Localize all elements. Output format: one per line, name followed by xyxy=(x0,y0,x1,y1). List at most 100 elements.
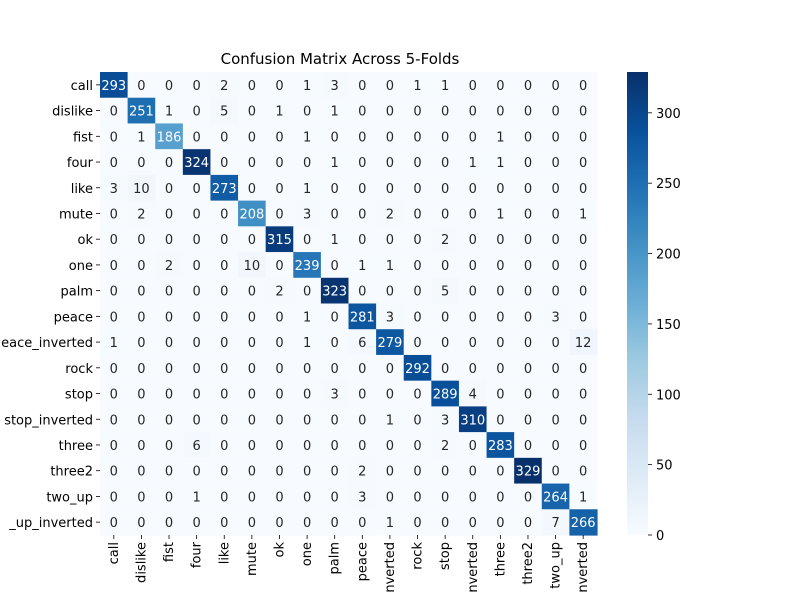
heatmap-cell xyxy=(541,123,570,150)
x-tick-label: call xyxy=(107,542,122,564)
heatmap-cell xyxy=(569,200,598,227)
heatmap-cell xyxy=(348,329,377,356)
heatmap-cell xyxy=(238,303,267,330)
x-tick-label: peace xyxy=(355,542,370,581)
heatmap-cell xyxy=(265,354,294,382)
heatmap-cell xyxy=(100,200,129,227)
heatmap-cell xyxy=(210,123,239,150)
y-tick-label: two_up xyxy=(46,490,93,505)
cell-value-label: 0 xyxy=(358,413,366,428)
cell-value-label: 12 xyxy=(575,336,592,351)
heatmap-cell xyxy=(265,432,294,459)
heatmap-cell xyxy=(238,329,267,356)
heatmap-cell xyxy=(403,252,432,279)
heatmap-cell xyxy=(320,432,350,459)
heatmap-cell xyxy=(320,123,350,150)
cell-value-label: 0 xyxy=(551,233,559,248)
x-tick-label: palm xyxy=(328,542,343,575)
x-tick-label: mute xyxy=(245,542,260,576)
cell-value-label: 2 xyxy=(358,465,366,480)
cell-value-label: 0 xyxy=(358,207,366,222)
heatmap-cell xyxy=(182,483,212,510)
cell-value-label: 0 xyxy=(137,233,145,248)
heatmap-cell xyxy=(486,149,515,176)
cell-value-label: 0 xyxy=(386,156,394,171)
heatmap-cell xyxy=(348,432,377,459)
cell-value-label: 0 xyxy=(220,516,228,531)
cell-value-label: 0 xyxy=(469,285,477,300)
heatmap-cell xyxy=(403,303,432,330)
cell-value-label: 0 xyxy=(110,490,118,505)
heatmap-cell xyxy=(293,303,322,330)
cell-value-label: 239 xyxy=(295,259,320,274)
cell-value-label: 0 xyxy=(496,105,504,120)
heatmap-cell xyxy=(541,457,570,485)
cell-value-label: 0 xyxy=(413,413,421,428)
cell-value-label: 0 xyxy=(192,130,200,145)
cell-value-label: 0 xyxy=(192,310,200,325)
heatmap-cell xyxy=(210,380,239,407)
heatmap-cell xyxy=(541,406,570,433)
cell-value-label: 251 xyxy=(129,105,154,120)
cell-value-label: 0 xyxy=(358,362,366,377)
heatmap-cell xyxy=(458,380,488,407)
heatmap-cell xyxy=(155,329,184,356)
cell-value-label: 0 xyxy=(137,310,145,325)
heatmap-cell xyxy=(569,97,598,125)
y-tick-label: eace_inverted xyxy=(1,336,93,351)
heatmap-cell xyxy=(320,72,350,99)
heatmap-cell xyxy=(431,329,460,356)
heatmap-cell xyxy=(293,457,322,485)
cell-value-label: 0 xyxy=(579,182,587,197)
cell-value-label: 0 xyxy=(496,182,504,197)
heatmap-cell xyxy=(155,277,184,305)
heatmap-cell xyxy=(486,432,515,459)
heatmap-cell xyxy=(210,72,239,99)
cell-value-label: 0 xyxy=(220,207,228,222)
cell-value-label: 0 xyxy=(413,439,421,454)
heatmap-cell xyxy=(127,457,156,485)
cell-value-label: 1 xyxy=(303,130,311,145)
heatmap-cell xyxy=(514,380,543,407)
heatmap-cell xyxy=(569,226,598,253)
colorbar-tick-label: 300 xyxy=(656,107,681,122)
heatmap-cell xyxy=(155,432,184,459)
cell-value-label: 0 xyxy=(303,156,311,171)
cell-value-label: 0 xyxy=(551,465,559,480)
heatmap-cell xyxy=(348,123,377,150)
cell-value-label: 0 xyxy=(358,79,366,94)
heatmap-cell xyxy=(569,380,598,407)
cell-value-label: 1 xyxy=(358,259,366,274)
cell-value-label: 0 xyxy=(579,156,587,171)
heatmap-cell xyxy=(182,174,212,202)
heatmap-cell xyxy=(458,97,488,125)
cell-value-label: 0 xyxy=(220,233,228,248)
cell-value-label: 1 xyxy=(441,79,449,94)
cell-value-label: 0 xyxy=(192,105,200,120)
cell-value-label: 0 xyxy=(524,156,532,171)
cell-value-label: 0 xyxy=(551,388,559,403)
heatmap-cell xyxy=(458,252,488,279)
cell-value-label: 0 xyxy=(220,336,228,351)
cell-value-label: 0 xyxy=(386,130,394,145)
cell-value-label: 1 xyxy=(386,413,394,428)
cell-value-label: 0 xyxy=(579,259,587,274)
heatmap-cell xyxy=(403,406,432,433)
heatmap-cell xyxy=(541,329,570,356)
y-tick-label: stop xyxy=(65,388,93,403)
cell-value-label: 0 xyxy=(303,362,311,377)
cell-value-label: 0 xyxy=(496,259,504,274)
heatmap-cell xyxy=(348,483,377,510)
heatmap-cell xyxy=(155,303,184,330)
cell-value-label: 0 xyxy=(524,130,532,145)
heatmap-cell xyxy=(320,483,350,510)
cell-value-label: 0 xyxy=(441,182,449,197)
cell-value-label: 2 xyxy=(275,285,283,300)
heatmap-cell xyxy=(431,226,460,253)
heatmap-cell xyxy=(182,97,212,125)
cell-value-label: 0 xyxy=(192,362,200,377)
cell-value-label: 0 xyxy=(165,156,173,171)
heatmap-cell xyxy=(514,226,543,253)
cell-value-label: 0 xyxy=(165,310,173,325)
x-tick-label: three2 xyxy=(521,542,536,585)
